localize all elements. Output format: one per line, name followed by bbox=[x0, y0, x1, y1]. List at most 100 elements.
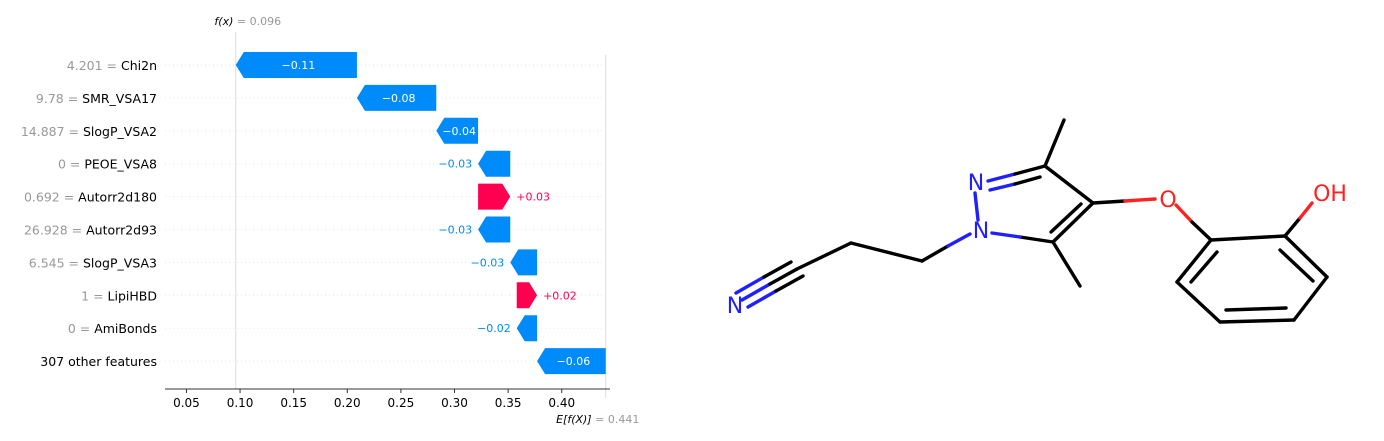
bond-c5-n1a bbox=[1018, 235, 1055, 244]
bond-ring-2-double bbox=[1278, 248, 1315, 283]
contribution-bar bbox=[436, 117, 479, 144]
bond-oh-red bbox=[1298, 201, 1314, 220]
contribution-label: −0.02 bbox=[477, 322, 511, 335]
bond-chain-2 bbox=[849, 241, 924, 263]
bond-nitrile-1 bbox=[740, 282, 772, 302]
bond-chain-3 bbox=[920, 244, 950, 263]
feature-value: 0 = bbox=[58, 157, 84, 172]
bond-n2-c3b bbox=[1013, 164, 1047, 176]
contribution-label: −0.03 bbox=[471, 256, 505, 269]
contribution-bar bbox=[356, 84, 437, 111]
feature-label: 0.692 = Autorr2d180 bbox=[24, 190, 157, 205]
contribution-bar bbox=[235, 52, 357, 78]
x-axis: 0.05 0.10 0.15 0.20 0.25 0.30 0.35 0.40 bbox=[165, 388, 610, 410]
efx-label: E[f(X)] bbox=[556, 413, 592, 426]
x-tick-label: 0.30 bbox=[441, 396, 468, 410]
bond-methyl-bottom bbox=[1051, 240, 1082, 288]
x-tick-label: 0.15 bbox=[280, 396, 307, 410]
fx-label: f(x) bbox=[214, 15, 233, 28]
contribution-bar bbox=[516, 315, 538, 342]
contribution-bar bbox=[516, 282, 538, 309]
fx-value: = 0.096 bbox=[237, 15, 281, 28]
feature-label: 9.78 = SMR_VSA17 bbox=[36, 91, 157, 106]
molecule-atoms: N N N O OH bbox=[727, 171, 1347, 319]
feature-name: SlogP_VSA2 bbox=[83, 124, 157, 139]
feature-name: SlogP_VSA3 bbox=[83, 255, 157, 270]
feature-label: 1 = LipiHBD bbox=[81, 288, 157, 303]
feature-name: AmiBonds bbox=[94, 321, 157, 336]
shap-waterfall-chart: −0.11 −0.08 −0.04 −0.03 +0.03 −0.03 −0.03 +0.02… bbox=[21, 15, 640, 426]
feature-value: 0.692 = bbox=[24, 190, 78, 205]
x-tick-label: 0.10 bbox=[227, 396, 254, 410]
bond-oh bbox=[1283, 216, 1302, 238]
contribution-bar bbox=[537, 348, 606, 375]
x-tick-label: 0.25 bbox=[388, 396, 415, 410]
fx-annotation: f(x) = 0.096 bbox=[214, 15, 281, 28]
bond-chain-1 bbox=[795, 241, 853, 271]
bond-ring-6 bbox=[1175, 238, 1213, 284]
bond-ring-5 bbox=[1175, 280, 1222, 324]
contribution-label: −0.06 bbox=[557, 355, 591, 368]
bond-ring-4-double bbox=[1224, 306, 1288, 312]
bond-c5-n1b bbox=[990, 231, 1022, 239]
feature-name: Autorr2d93 bbox=[86, 223, 157, 238]
contribution-label: +0.02 bbox=[543, 289, 577, 302]
feature-label: 6.545 = SlogP_VSA3 bbox=[29, 255, 157, 270]
bond-o-ring bbox=[1190, 220, 1213, 242]
feature-labels: 4.201 = Chi2n 9.78 = SMR_VSA17 14.887 = Sl… bbox=[21, 58, 157, 369]
feature-label: 0 = AmiBonds bbox=[68, 321, 157, 336]
feature-name: PEOE_VSA8 bbox=[84, 157, 157, 172]
x-tick-label: 0.05 bbox=[173, 396, 200, 410]
contribution-bars: −0.11 −0.08 −0.04 −0.03 +0.03 −0.03 −0.03 +0.02… bbox=[235, 52, 606, 375]
bond-o-ring-red bbox=[1174, 203, 1194, 224]
bond-n2-c3-double-b bbox=[1013, 175, 1042, 186]
bond-n2-c3a bbox=[986, 172, 1017, 183]
bond-nitrile-2b bbox=[762, 260, 793, 279]
contribution-label: +0.03 bbox=[516, 191, 550, 204]
bond-n1-n2 bbox=[973, 191, 980, 222]
contribution-label: −0.08 bbox=[382, 92, 416, 105]
feature-value: 9.78 = bbox=[36, 91, 82, 106]
feature-name: 307 other features bbox=[40, 354, 157, 369]
bond-ring-2 bbox=[1283, 234, 1329, 279]
bond-ring-6-double bbox=[1189, 250, 1219, 284]
feature-name: Chi2n bbox=[121, 58, 157, 73]
x-tick-label: 0.20 bbox=[334, 396, 361, 410]
bond-nitrile-3 bbox=[746, 289, 778, 309]
contribution-bar bbox=[510, 249, 538, 276]
atom-hydroxyl: OH bbox=[1313, 182, 1347, 207]
feature-label: 0 = PEOE_VSA8 bbox=[58, 157, 157, 172]
feature-value: 1 = bbox=[81, 288, 107, 303]
x-tick-label: 0.35 bbox=[495, 396, 522, 410]
bond-c4-o bbox=[1091, 199, 1127, 205]
feature-value: 0 = bbox=[68, 321, 94, 336]
molecule-bonds bbox=[734, 118, 1329, 324]
feature-name: SMR_VSA17 bbox=[82, 91, 157, 106]
feature-label: 26.928 = Autorr2d93 bbox=[24, 223, 157, 238]
feature-label: 4.201 = Chi2n bbox=[67, 58, 157, 73]
bond-c3-c4 bbox=[1043, 164, 1095, 205]
contribution-bar bbox=[478, 216, 511, 243]
feature-value: 26.928 = bbox=[24, 223, 86, 238]
contribution-bar bbox=[478, 183, 511, 210]
bond-ring-3 bbox=[1292, 275, 1329, 322]
bond-nitrile-1b bbox=[768, 267, 799, 286]
bond-c4-o-red bbox=[1123, 197, 1157, 203]
atom-pyrazole-n2: N bbox=[968, 171, 984, 196]
feature-value: 6.545 = bbox=[29, 255, 83, 270]
bond-c4-c5-double bbox=[1049, 202, 1083, 234]
bond-nitrile-3b bbox=[774, 274, 805, 293]
atom-nitrile-n: N bbox=[727, 294, 743, 319]
atom-pyrazole-n1: N bbox=[973, 219, 989, 244]
feature-value: 4.201 = bbox=[67, 58, 121, 73]
molecule-structure: N N N O OH bbox=[727, 118, 1347, 324]
atom-ether-o: O bbox=[1159, 188, 1176, 213]
bond-c4-c5 bbox=[1051, 201, 1095, 244]
feature-label: 307 other features bbox=[40, 354, 157, 369]
contribution-bar bbox=[478, 150, 511, 177]
contribution-label: −0.03 bbox=[438, 158, 472, 171]
feature-value: 14.887 = bbox=[21, 124, 83, 139]
feature-name: Autorr2d180 bbox=[78, 190, 157, 205]
bond-ring-1 bbox=[1209, 234, 1287, 242]
x-tick-label: 0.40 bbox=[548, 396, 575, 410]
